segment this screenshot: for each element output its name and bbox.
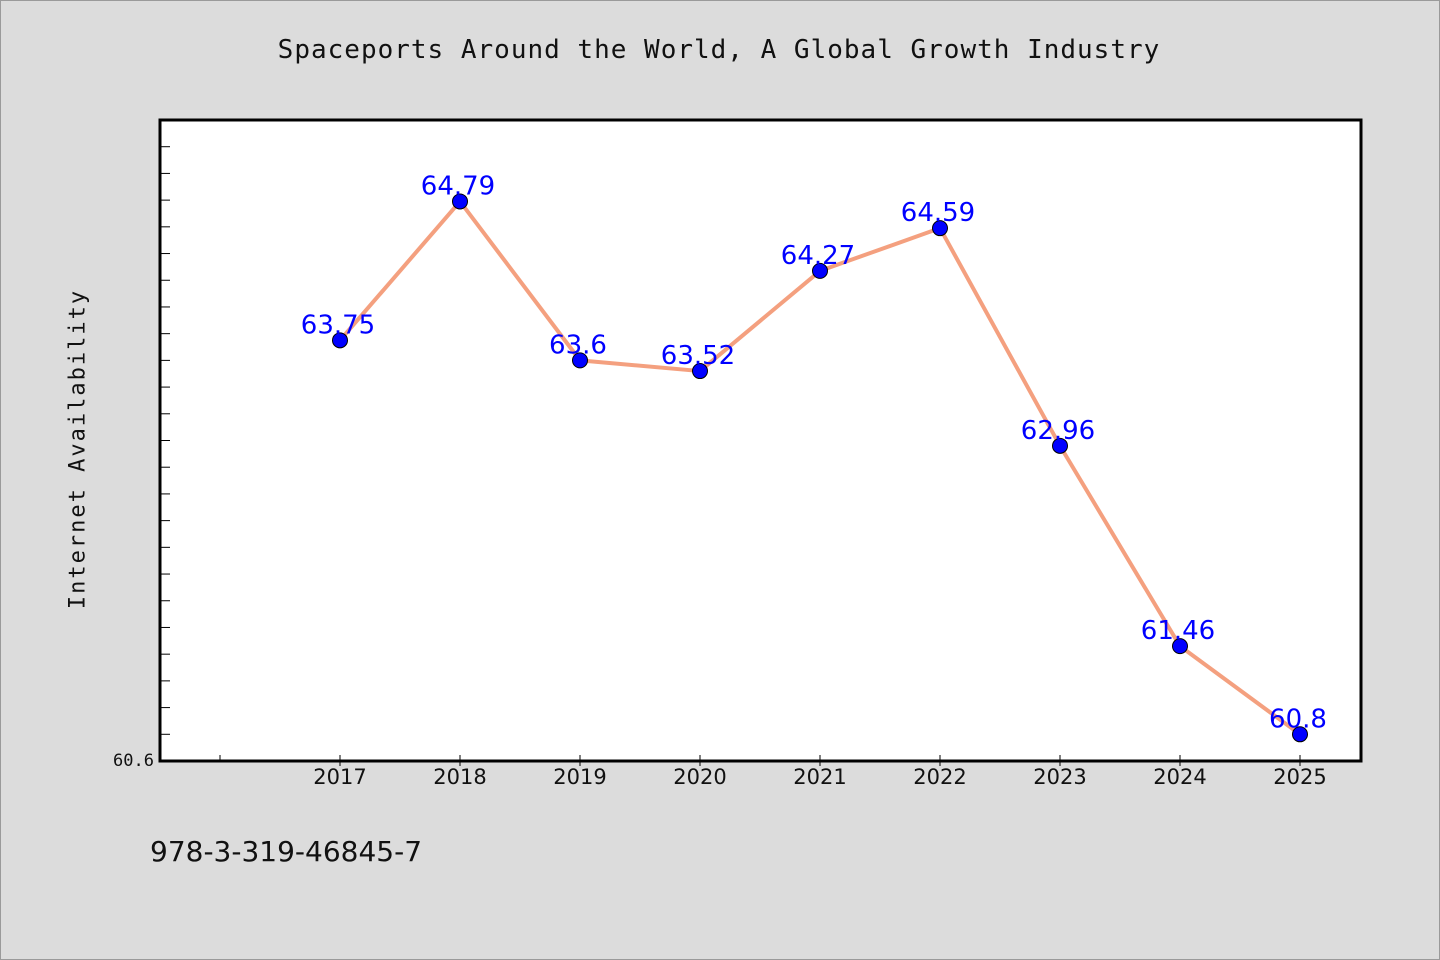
data-label: 63.75	[301, 310, 375, 340]
data-label: 60.8	[1269, 704, 1327, 734]
footer-identifier: 978-3-319-46845-7	[150, 835, 423, 868]
data-point	[812, 262, 828, 279]
x-tick-label: 2018	[433, 765, 486, 789]
x-tick-label: 2017	[313, 765, 366, 789]
x-tick-label: 2021	[793, 765, 846, 789]
data-point	[1052, 437, 1068, 454]
data-label: 63.6	[549, 330, 607, 360]
x-tick-label: 2019	[553, 765, 606, 789]
x-tick-label: 2025	[1273, 765, 1326, 789]
data-label: 61.46	[1141, 616, 1215, 646]
data-point	[572, 352, 588, 369]
data-point	[332, 332, 348, 349]
x-tick-label: 2023	[1033, 765, 1086, 789]
data-point	[692, 363, 708, 380]
data-point	[452, 193, 468, 210]
y-tick-label: 60.6	[113, 751, 154, 771]
data-point	[1292, 726, 1308, 743]
data-label: 62.96	[1021, 416, 1095, 446]
x-tick-label: 2022	[913, 765, 966, 789]
x-tick-label: 2024	[1153, 765, 1206, 789]
data-point	[1172, 638, 1188, 655]
data-label: 63.52	[661, 341, 735, 371]
data-point	[932, 220, 948, 237]
chart-title: Spaceports Around the World, A Global Gr…	[277, 35, 1161, 65]
data-label: 64.79	[421, 171, 495, 201]
data-label: 64.59	[901, 198, 975, 228]
plot-frame	[158, 118, 1363, 763]
x-tick-label: 2020	[673, 765, 726, 789]
data-label: 64.27	[781, 241, 855, 271]
